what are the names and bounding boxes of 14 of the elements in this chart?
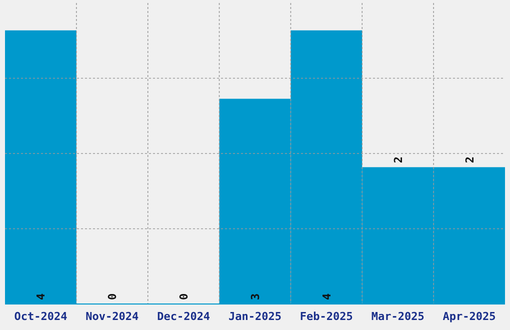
x-tick-label: Nov-2024: [86, 310, 140, 323]
data-label: 4: [320, 293, 334, 300]
x-tick-label: Jan-2025: [228, 310, 282, 323]
x-tick-label: Dec-2024: [157, 310, 210, 323]
data-label: 3: [249, 293, 262, 300]
data-label: 0: [178, 293, 191, 300]
data-label: 2: [463, 156, 476, 164]
x-tick-label: Oct-2024: [14, 310, 68, 323]
x-tick-label: Feb-2025: [300, 310, 353, 323]
data-label: 2: [392, 156, 405, 164]
x-tick-label: Mar-2025: [371, 310, 424, 323]
x-tick-label: Apr-2025: [442, 310, 496, 323]
data-label: 0: [106, 293, 120, 300]
data-label: 4: [34, 293, 48, 300]
